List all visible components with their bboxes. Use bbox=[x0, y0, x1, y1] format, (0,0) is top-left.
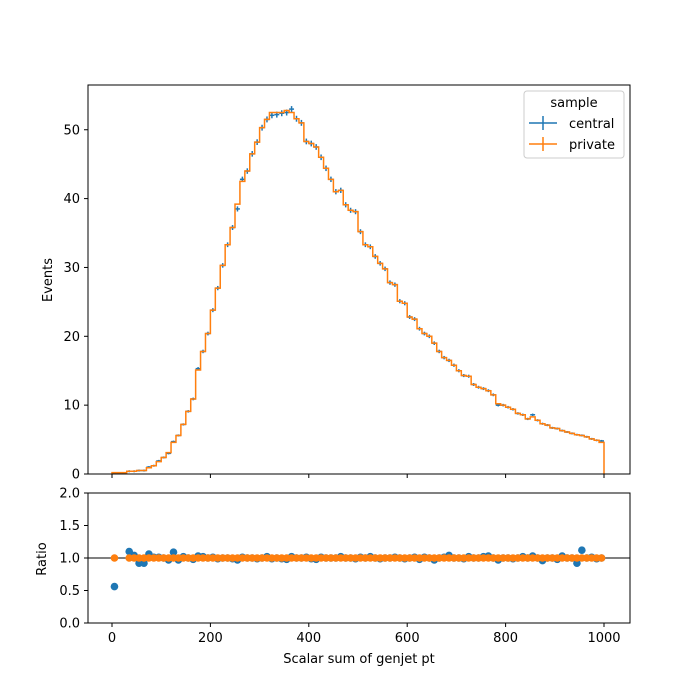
top-y-tick-label: 30 bbox=[63, 261, 80, 276]
ratio-x-tick-label: 1000 bbox=[587, 631, 620, 646]
x-axis-label: Scalar sum of genjet pt bbox=[283, 652, 435, 667]
ratio-x-tick-label: 400 bbox=[296, 631, 321, 646]
top-y-tick-label: 10 bbox=[63, 399, 80, 414]
top-y-tick-label: 50 bbox=[63, 123, 80, 138]
legend: sample central private bbox=[523, 90, 625, 159]
legend-label-central: central bbox=[569, 117, 614, 132]
legend-entry-central: central bbox=[529, 116, 614, 132]
top-y-tick-label: 0 bbox=[72, 468, 80, 483]
legend-box bbox=[523, 90, 625, 159]
top-y-axis-label: Events bbox=[41, 258, 56, 302]
ratio-central-point bbox=[169, 548, 178, 556]
ratio-y-tick-label: 0.5 bbox=[59, 584, 80, 599]
ratio-private-points bbox=[110, 554, 606, 562]
ratio-central-point bbox=[578, 546, 586, 554]
ratio-y-tick-label: 0.0 bbox=[59, 617, 80, 632]
ratio-central-point bbox=[573, 559, 581, 567]
private-step-line bbox=[111, 109, 605, 474]
ratio-y-tick-label: 2.0 bbox=[59, 487, 80, 502]
legend-label-private: private bbox=[569, 138, 615, 153]
ratio-y-tick-label: 1.0 bbox=[59, 552, 80, 567]
ratio-x-tick-label: 600 bbox=[395, 631, 420, 646]
top-y-tick-label: 20 bbox=[63, 330, 80, 345]
ratio-private-point bbox=[597, 554, 606, 562]
ratio-central-point bbox=[140, 559, 148, 567]
ratio-central-point bbox=[110, 582, 119, 591]
top-axes-frame bbox=[87, 84, 631, 475]
ratio-panel: 0.0 0.5 1.0 1.5 2.0 0 200 400 600 800 1000 bbox=[59, 487, 631, 646]
ratio-x-tick-label: 800 bbox=[493, 631, 518, 646]
ratio-private-point bbox=[110, 554, 119, 562]
ratio-x-tick-label: 200 bbox=[198, 631, 223, 646]
legend-entry-private: private bbox=[529, 137, 615, 153]
ratio-y-tick-label: 1.5 bbox=[59, 519, 80, 534]
ratio-y-axis-label: Ratio bbox=[35, 542, 50, 575]
ratio-x-tick-label: 0 bbox=[108, 631, 116, 646]
top-y-tick-label: 40 bbox=[63, 192, 80, 207]
legend-title: sample bbox=[550, 96, 597, 111]
